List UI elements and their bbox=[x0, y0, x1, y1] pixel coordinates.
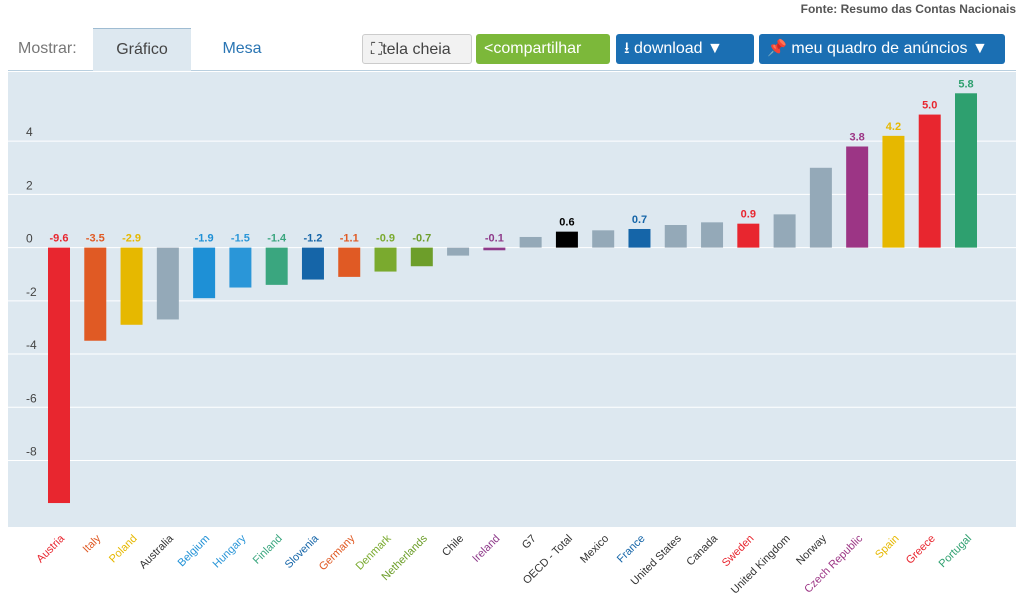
data-label: -1.9 bbox=[195, 233, 214, 245]
y-tick-label: 2 bbox=[26, 178, 33, 192]
x-tick-label: Slovenia bbox=[283, 532, 322, 571]
bar-chile bbox=[447, 247, 470, 256]
data-label: -1.4 bbox=[267, 233, 287, 245]
data-label: 0.9 bbox=[741, 209, 756, 221]
bar-oecd-total bbox=[555, 231, 578, 248]
bar-germany bbox=[338, 247, 361, 277]
bar-mexico bbox=[592, 230, 615, 248]
data-label: -0.9 bbox=[376, 233, 395, 245]
bar-italy bbox=[84, 247, 107, 341]
y-tick-label: -4 bbox=[26, 338, 37, 352]
data-label: 5.0 bbox=[922, 100, 937, 112]
bar-france bbox=[628, 228, 651, 248]
bar-denmark bbox=[374, 247, 397, 272]
x-tick-label: Greece bbox=[904, 533, 938, 567]
data-label: 3.8 bbox=[850, 132, 865, 144]
show-label: Mostrar: bbox=[18, 40, 77, 57]
data-label: -3.5 bbox=[86, 233, 105, 245]
tab-chart[interactable]: Gráfico bbox=[93, 28, 191, 71]
bar-spain bbox=[882, 135, 905, 248]
bar-netherlands bbox=[410, 247, 433, 267]
data-label: -0.7 bbox=[412, 233, 431, 245]
bar-poland bbox=[120, 247, 143, 325]
bar-united-states bbox=[664, 224, 687, 248]
toolbar: Mostrar: Gráfico Mesa ⛶tela cheia <compa… bbox=[8, 28, 1016, 71]
bar-australia bbox=[156, 247, 179, 320]
bar-czech-republic bbox=[846, 146, 869, 248]
x-tick-label: Belgium bbox=[176, 533, 213, 570]
y-tick-label: 0 bbox=[26, 232, 33, 246]
x-tick-label: Canada bbox=[684, 532, 720, 568]
y-tick-label: 4 bbox=[26, 125, 33, 139]
dashboard-button[interactable]: 📌 meu quadro de anúncios ▼ bbox=[759, 34, 1005, 64]
bar-portugal bbox=[955, 93, 977, 248]
data-label: -1.1 bbox=[340, 233, 359, 245]
data-label: -1.5 bbox=[231, 233, 250, 245]
bar-united-kingdom bbox=[773, 214, 796, 248]
x-tick-label: Australia bbox=[137, 532, 176, 571]
x-tick-label: Finland bbox=[251, 533, 285, 567]
data-label: -0.1 bbox=[485, 233, 504, 245]
data-label: 5.8 bbox=[958, 78, 973, 90]
bar-hungary bbox=[229, 247, 252, 288]
bar-canada bbox=[701, 222, 724, 248]
y-tick-label: -8 bbox=[26, 444, 37, 458]
x-tick-label: Sweden bbox=[720, 533, 757, 570]
download-button[interactable]: ⭳ download ▼ bbox=[616, 34, 754, 64]
x-tick-label: G7 bbox=[520, 533, 539, 552]
bar-ireland bbox=[483, 247, 506, 251]
y-tick-label: -2 bbox=[26, 285, 37, 299]
x-tick-label: Hungary bbox=[211, 532, 249, 570]
x-tick-label: Germany bbox=[317, 532, 358, 573]
download-icon: ⭳ bbox=[624, 40, 635, 57]
bar-g7 bbox=[519, 236, 542, 248]
share-button[interactable]: <compartilhar bbox=[476, 34, 610, 64]
data-label: 4.2 bbox=[886, 121, 901, 133]
x-tick-label: Chile bbox=[440, 533, 466, 559]
share-icon: < bbox=[484, 40, 494, 57]
data-label: 0.7 bbox=[632, 214, 647, 226]
tab-table[interactable]: Mesa bbox=[222, 40, 262, 57]
fullscreen-button[interactable]: ⛶tela cheia bbox=[362, 34, 472, 64]
expand-icon: ⛶ bbox=[371, 41, 383, 58]
data-label: 0.6 bbox=[559, 217, 574, 229]
bar-norway bbox=[809, 167, 832, 248]
data-label: -2.9 bbox=[122, 233, 141, 245]
x-tick-label: Norway bbox=[794, 532, 829, 567]
bar-finland bbox=[265, 247, 288, 285]
x-tick-label: Portugal bbox=[937, 533, 974, 570]
bar-belgium bbox=[193, 247, 216, 299]
data-label: -9.6 bbox=[50, 233, 69, 245]
x-tick-label: Mexico bbox=[578, 533, 611, 566]
bar-slovenia bbox=[301, 247, 324, 280]
bar-austria bbox=[48, 247, 70, 504]
x-tick-label: Italy bbox=[81, 532, 104, 555]
pin-icon: 📌 bbox=[767, 40, 792, 57]
x-tick-label: Austria bbox=[34, 532, 67, 565]
bar-greece bbox=[918, 114, 941, 248]
y-tick-label: -6 bbox=[26, 391, 37, 405]
bar-sweden bbox=[737, 223, 760, 248]
x-tick-label: France bbox=[615, 533, 648, 566]
data-label: -1.2 bbox=[303, 233, 322, 245]
x-tick-label: Poland bbox=[107, 533, 140, 566]
source-note: Fonte: Resumo das Contas Nacionais bbox=[800, 2, 1016, 16]
x-tick-label: Ireland bbox=[470, 533, 502, 565]
x-tick-label: Spain bbox=[873, 533, 901, 561]
